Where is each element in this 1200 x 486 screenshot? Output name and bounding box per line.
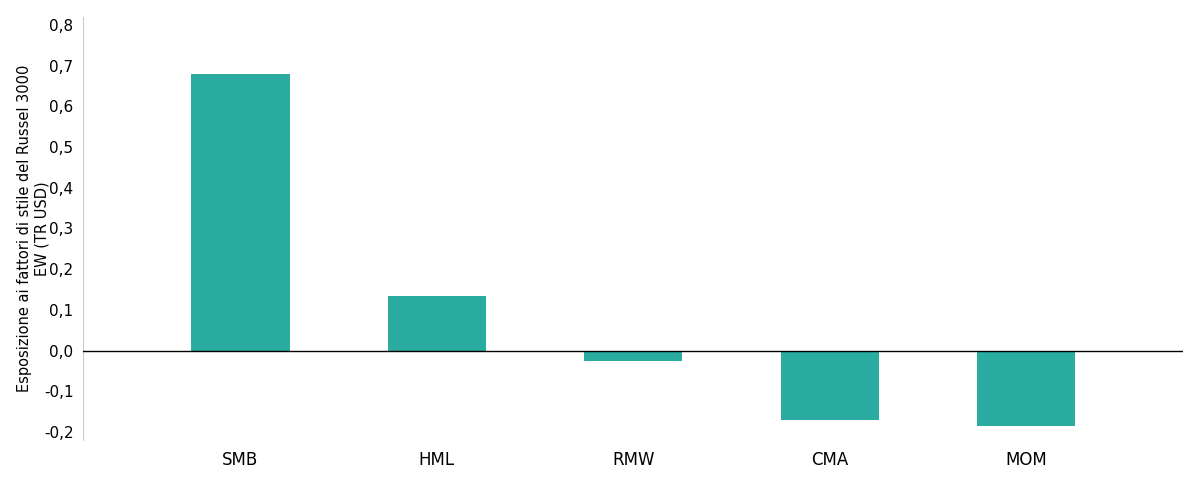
Bar bbox=[977, 350, 1075, 426]
Y-axis label: Esposizione ai fattori di stile del Russel 3000
EW (TR USD): Esposizione ai fattori di stile del Russ… bbox=[17, 65, 49, 392]
Bar bbox=[584, 350, 683, 361]
Bar bbox=[388, 295, 486, 350]
Bar bbox=[191, 74, 289, 350]
Bar bbox=[781, 350, 878, 420]
